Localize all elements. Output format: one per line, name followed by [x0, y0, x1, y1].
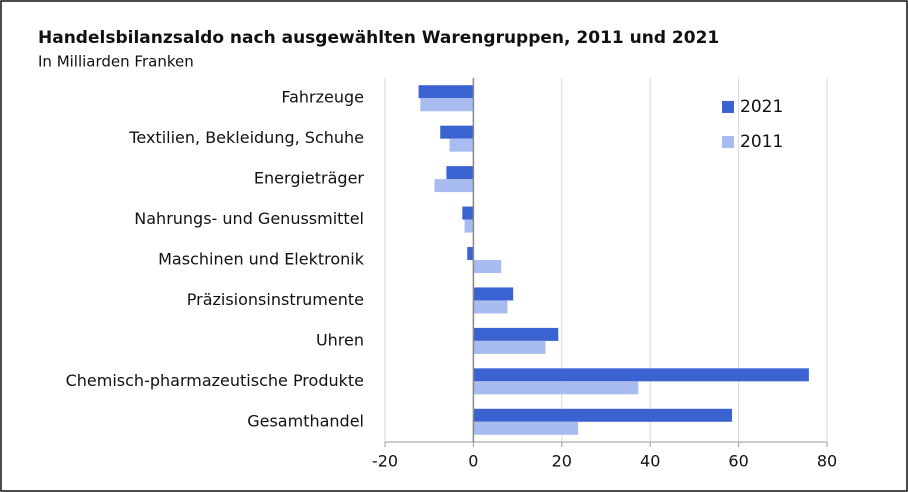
bar	[449, 138, 474, 152]
y-tick-label: Gesamthandel	[247, 411, 364, 430]
x-tick-label: 0	[468, 452, 478, 471]
y-tick-label: Chemisch-pharmazeutische Produkte	[66, 371, 364, 390]
y-tick-label: Textilien, Bekleidung, Schuhe	[128, 128, 364, 147]
bar	[473, 408, 732, 422]
y-tick-label: Fahrzeuge	[281, 88, 364, 107]
bar	[473, 300, 508, 314]
legend-swatch	[722, 101, 734, 113]
chart-subtitle: In Milliarden Franken	[38, 53, 194, 71]
legend-swatch	[722, 136, 734, 148]
y-tick-label: Maschinen und Elektronik	[158, 250, 365, 269]
bar	[420, 98, 474, 112]
x-tick-label: 80	[817, 452, 837, 471]
bar	[418, 85, 474, 99]
y-tick-label: Uhren	[316, 330, 364, 349]
legend-label: 2021	[740, 97, 783, 117]
x-tick-label: 60	[728, 452, 748, 471]
bar	[473, 340, 546, 354]
y-tick-label: Nahrungs- und Genussmittel	[134, 209, 364, 228]
y-tick-label: Energieträger	[254, 169, 364, 188]
bar	[473, 368, 809, 382]
legend-label: 2011	[740, 132, 783, 152]
bar	[473, 327, 559, 341]
y-tick-label: Präzisionsinstrumente	[187, 290, 364, 309]
bar	[467, 247, 474, 260]
bar	[446, 166, 474, 180]
x-tick-label: 20	[552, 452, 572, 471]
chart-title: Handelsbilanzsaldo nach ausgewählten War…	[38, 28, 719, 48]
bar	[462, 206, 474, 220]
bar	[473, 287, 514, 301]
bar	[473, 381, 639, 395]
x-tick-label: -20	[372, 452, 398, 471]
bar	[440, 125, 474, 139]
bar	[473, 260, 502, 273]
bar	[464, 219, 474, 233]
bar	[473, 421, 579, 435]
bar	[434, 179, 474, 193]
x-tick-label: 40	[640, 452, 660, 471]
